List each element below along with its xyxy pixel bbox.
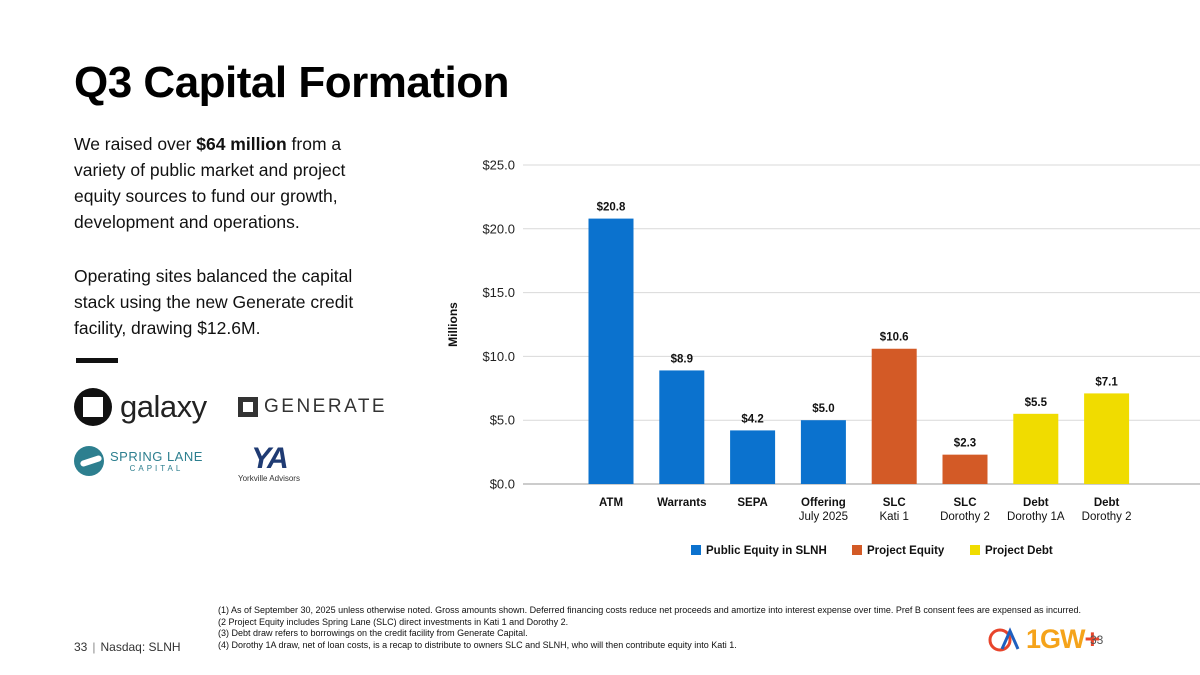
x-tick-label: Warrants <box>657 497 706 509</box>
yorkville-logo: YA Yorkville Advisors <box>238 442 300 484</box>
footnote: (4) Dorothy 1A draw, net of loan costs, … <box>218 639 737 650</box>
intro-text-start: We raised over <box>74 134 197 154</box>
page-footer: 33 | Nasdaq: SLNH <box>74 640 181 654</box>
spring-lane-icon <box>74 446 104 476</box>
footnote: (1) As of September 30, 2025 unless othe… <box>218 605 1081 615</box>
operating-paragraph: Operating sites balanced the capital sta… <box>74 266 354 338</box>
x-tick-label: Dorothy 1A <box>1007 511 1065 523</box>
capital-bar-chart: $0.0 $5.0 $10.0 $15.0 $20.0 $25.0 Millions $20.… <box>446 158 1200 557</box>
y-tick-label: $25.0 <box>482 158 515 173</box>
spring-lane-subtitle: CAPITAL <box>129 464 184 473</box>
brand-wordmark: 1GW <box>1026 624 1086 654</box>
legend-label: Project Debt <box>985 545 1053 557</box>
footnote: (2 Project Equity includes Spring Lane (… <box>218 616 569 627</box>
y-tick-label: $10.0 <box>482 349 515 364</box>
legend-swatch <box>852 545 862 555</box>
x-tick-label: Dorothy 2 <box>940 511 990 523</box>
galaxy-wordmark: galaxy <box>120 389 207 424</box>
intro-paragraph: We raised over $64 million from a variet… <box>74 131 394 235</box>
x-tick-label: Debt <box>1023 497 1049 509</box>
bar <box>942 454 988 484</box>
brand-icon <box>988 626 1020 651</box>
x-tick-label: July 2025 <box>799 511 848 523</box>
data-label: $2.3 <box>954 438 976 450</box>
intro-text-end: from a variety of public market and proj… <box>74 134 346 232</box>
y-axis-title: Millions <box>446 302 460 347</box>
spring-lane-wordmark: SPRING LANE <box>110 449 203 464</box>
brand-logo: 1GW+ <box>988 624 1101 655</box>
x-tick-label: SLC <box>954 497 977 509</box>
legend-swatch <box>970 545 980 555</box>
y-tick-label: $0.0 <box>490 477 515 492</box>
galaxy-icon <box>74 388 112 426</box>
legend-label: Project Equity <box>867 545 945 557</box>
galaxy-logo: galaxy <box>74 388 207 426</box>
data-label: $5.0 <box>812 403 834 415</box>
data-label: $8.9 <box>671 353 693 365</box>
legend-swatch <box>691 545 701 555</box>
y-tick-label: $15.0 <box>482 285 515 300</box>
y-tick-label: $5.0 <box>490 413 515 428</box>
y-tick-label: $20.0 <box>482 221 515 236</box>
bar <box>1013 413 1059 484</box>
data-label: $10.6 <box>880 332 909 344</box>
intro-highlight: $64 million <box>196 134 287 154</box>
bar <box>730 430 776 484</box>
x-tick-label: Dorothy 2 <box>1082 511 1132 523</box>
bar <box>871 348 917 484</box>
data-label: $7.1 <box>1095 376 1118 388</box>
ticker: Nasdaq: SLNH <box>100 640 181 654</box>
generate-logo: GENERATE <box>238 396 387 418</box>
x-tick-label: ATM <box>599 497 623 509</box>
bar <box>659 370 705 484</box>
footnotes: (1) As of September 30, 2025 unless othe… <box>218 605 1081 651</box>
brand-plus: + <box>1084 624 1101 654</box>
bar <box>1084 393 1130 484</box>
page-title: Q3 Capital Formation <box>74 58 509 107</box>
page-number: 33 <box>74 640 88 654</box>
generate-icon <box>238 397 258 417</box>
divider <box>76 358 118 363</box>
data-label: $4.2 <box>741 413 763 425</box>
generate-wordmark: GENERATE <box>264 396 388 417</box>
legend-label: Public Equity in SLNH <box>706 545 827 557</box>
x-tick-label: SLC <box>883 497 906 509</box>
x-tick-label: Kati 1 <box>879 511 908 523</box>
data-label: $5.5 <box>1025 397 1048 409</box>
yorkville-wordmark: Yorkville Advisors <box>238 474 300 483</box>
data-label: $20.8 <box>597 202 626 214</box>
x-tick-label: Offering <box>801 497 846 509</box>
yorkville-mark: YA <box>251 442 288 475</box>
x-tick-label: Debt <box>1094 497 1120 509</box>
bar <box>588 218 634 484</box>
x-tick-label: SEPA <box>737 497 767 509</box>
bar <box>800 420 846 484</box>
brand-page-number: 33 <box>1090 633 1104 647</box>
spring-lane-logo: SPRING LANE CAPITAL <box>74 446 203 476</box>
footnote: (3) Debt draw refers to borrowings on th… <box>218 628 528 638</box>
